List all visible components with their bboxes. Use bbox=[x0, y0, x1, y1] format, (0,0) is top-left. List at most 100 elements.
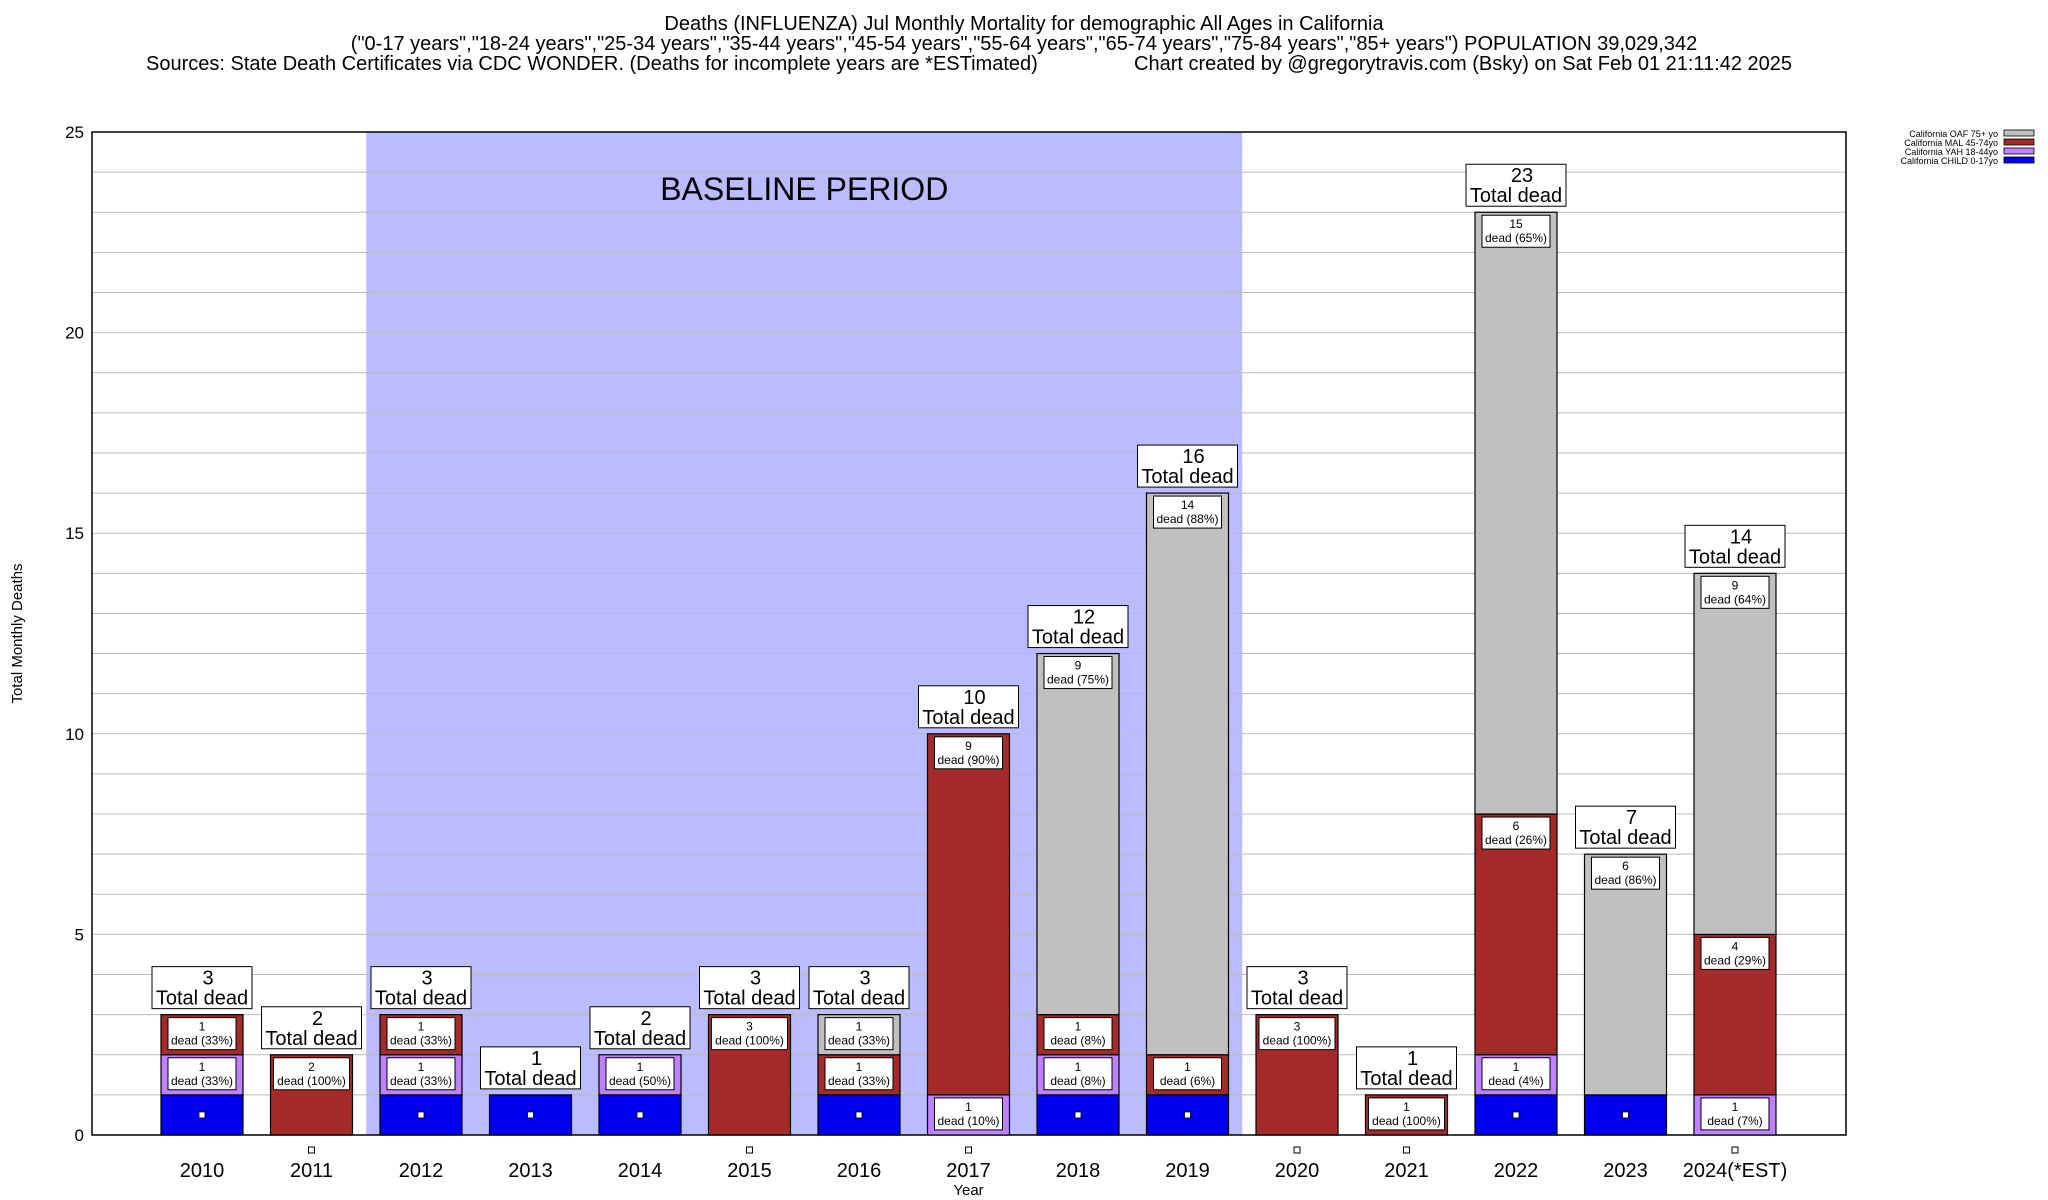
total-label-text: Total dead bbox=[922, 707, 1014, 729]
segment-label-text: dead (86%) bbox=[1594, 873, 1656, 887]
total-label-count: 3 bbox=[859, 968, 870, 990]
segment-label-text: dead (90%) bbox=[937, 753, 999, 767]
y-tick-label: 0 bbox=[75, 1126, 84, 1145]
total-label-count: 10 bbox=[963, 687, 985, 709]
segment-label-count: 1 bbox=[1732, 1100, 1739, 1114]
segment-label-text: dead (100%) bbox=[1263, 1034, 1332, 1048]
bar-segment bbox=[1036, 652, 1120, 1016]
total-label-text: Total dead bbox=[594, 1028, 686, 1050]
segment-label-text: dead (100%) bbox=[1372, 1114, 1441, 1128]
segment-label-box bbox=[1043, 1057, 1113, 1091]
segment-label-text: dead (33%) bbox=[171, 1074, 233, 1088]
y-axis-ticks: 0 5 10 15 20 25 bbox=[65, 123, 84, 1145]
total-label-count: 23 bbox=[1511, 165, 1533, 187]
segment-label-text: dead (8%) bbox=[1050, 1074, 1105, 1088]
total-label-text: Total dead bbox=[1360, 1068, 1452, 1090]
x-tick-label: 2015 bbox=[727, 1160, 772, 1182]
segment-label-count: 1 bbox=[418, 1060, 425, 1074]
segment-label-count: 14 bbox=[1181, 498, 1195, 512]
chart-subtitle-demographics: ("0-17 years","18-24 years","25-34 years… bbox=[350, 33, 1698, 55]
total-label-box bbox=[1356, 1046, 1457, 1090]
bar-marker bbox=[1731, 1146, 1739, 1154]
segment-label-count: 1 bbox=[856, 1020, 863, 1034]
bar-marker bbox=[746, 1146, 753, 1154]
segment-label-box bbox=[1700, 575, 1770, 609]
segment-label-box bbox=[167, 1017, 237, 1051]
segment-label-box bbox=[1481, 214, 1551, 248]
x-tick-label: 2019 bbox=[1165, 1160, 1210, 1182]
x-axis-label: Year bbox=[953, 1182, 983, 1199]
legend-swatch bbox=[2003, 138, 2035, 146]
segment-label-text: dead (33%) bbox=[390, 1074, 452, 1088]
total-label-count: 16 bbox=[1182, 446, 1204, 468]
total-label-count: 1 bbox=[531, 1048, 542, 1070]
x-tick-label: 2010 bbox=[180, 1160, 225, 1182]
total-label-box bbox=[1027, 605, 1129, 649]
bar-marker bbox=[198, 1111, 206, 1119]
legend-swatch bbox=[2003, 147, 2035, 155]
segment-label-box bbox=[1258, 1017, 1336, 1051]
total-label-box bbox=[480, 1046, 581, 1090]
segment-label-text: dead (64%) bbox=[1704, 592, 1766, 606]
segment-label-count: 1 bbox=[965, 1100, 972, 1114]
segment-label-box bbox=[273, 1057, 350, 1091]
x-tick-label: 2016 bbox=[837, 1160, 882, 1182]
x-tick-label: 2013 bbox=[508, 1160, 553, 1182]
segment-label-text: dead (75%) bbox=[1047, 673, 1109, 687]
total-label-count: 14 bbox=[1730, 526, 1752, 548]
segment-label-count: 9 bbox=[965, 739, 972, 753]
bar-marker bbox=[308, 1146, 315, 1154]
total-label-count: 2 bbox=[640, 1008, 651, 1030]
total-label-box bbox=[1684, 524, 1786, 568]
segment-label-text: dead (88%) bbox=[1156, 512, 1218, 526]
bar-marker bbox=[1512, 1111, 1520, 1119]
chart-sources-note: Sources: State Death Certificates via CD… bbox=[146, 53, 1038, 75]
segment-label-count: 1 bbox=[199, 1060, 206, 1074]
x-tick-label: 2011 bbox=[290, 1160, 333, 1182]
total-label-box bbox=[1246, 966, 1348, 1010]
segment-label-count: 1 bbox=[418, 1020, 425, 1034]
bar-segment bbox=[926, 733, 1011, 1096]
x-tick-label: 2024(*EST) bbox=[1683, 1160, 1788, 1182]
chart-credit-note: Chart created by @gregorytravis.com (Bsk… bbox=[1134, 53, 1793, 75]
total-label-text: Total dead bbox=[1251, 988, 1343, 1010]
segment-label-text: dead (100%) bbox=[277, 1074, 346, 1088]
total-label-box bbox=[918, 685, 1019, 729]
total-label-count: 12 bbox=[1073, 607, 1095, 629]
bar-marker bbox=[1293, 1146, 1301, 1154]
bar-marker bbox=[1403, 1146, 1410, 1154]
total-label-box bbox=[1137, 444, 1238, 488]
segment-label-count: 1 bbox=[199, 1020, 206, 1034]
total-label-box bbox=[1575, 805, 1676, 849]
segment-label-box bbox=[1368, 1097, 1445, 1131]
legend-swatch bbox=[2003, 129, 2035, 137]
segment-label-text: dead (33%) bbox=[171, 1034, 233, 1048]
segment-label-text: dead (6%) bbox=[1160, 1074, 1215, 1088]
bar-marker bbox=[965, 1146, 972, 1154]
x-axis-ticks: 2010 2011 2012 2013 2014 2015 2016 2017 2018 2019… bbox=[180, 1111, 1788, 1182]
bar-segment bbox=[1474, 813, 1558, 1056]
total-label-count: 3 bbox=[202, 968, 213, 990]
legend-swatch bbox=[2003, 156, 2035, 164]
total-label-text: Total dead bbox=[703, 988, 795, 1010]
y-tick-label: 15 bbox=[65, 524, 84, 543]
segment-label-count: 9 bbox=[1075, 659, 1082, 673]
bar-marker bbox=[1074, 1111, 1082, 1119]
chart-title: Deaths (INFLUENZA) Jul Monthly Mortality… bbox=[664, 13, 1384, 35]
bar-segment bbox=[1693, 572, 1777, 935]
x-tick-label: 2021 bbox=[1384, 1160, 1429, 1182]
y-tick-label: 25 bbox=[65, 123, 84, 142]
segment-label-count: 4 bbox=[1732, 939, 1739, 953]
segment-label-box bbox=[1153, 495, 1222, 529]
total-label-text: Total dead bbox=[1141, 466, 1233, 488]
x-tick-label: 2012 bbox=[399, 1160, 444, 1182]
segment-label-count: 3 bbox=[1294, 1020, 1301, 1034]
segment-label-box bbox=[605, 1057, 675, 1091]
legend-label: California OAF 75+ yo bbox=[1909, 129, 1998, 139]
segment-label-box bbox=[1481, 816, 1551, 850]
segment-label-count: 1 bbox=[856, 1060, 863, 1074]
segment-label-box bbox=[386, 1017, 456, 1051]
segment-label-text: dead (33%) bbox=[828, 1034, 890, 1048]
